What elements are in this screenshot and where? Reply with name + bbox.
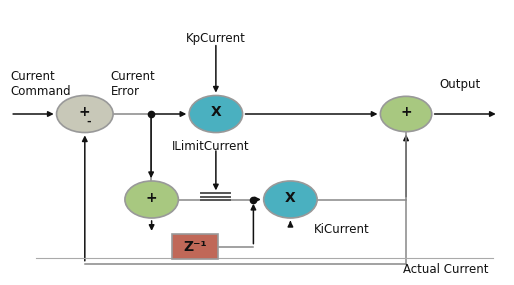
- Text: +: +: [79, 105, 90, 119]
- Text: Output: Output: [439, 78, 481, 91]
- Text: Current
Error: Current Error: [111, 70, 155, 98]
- Ellipse shape: [189, 95, 243, 133]
- Text: +: +: [400, 105, 412, 119]
- Text: Current
Command: Current Command: [10, 70, 71, 98]
- Text: Z⁻¹: Z⁻¹: [183, 239, 207, 254]
- Text: ILimitCurrent: ILimitCurrent: [172, 140, 250, 153]
- Text: +: +: [146, 191, 157, 205]
- Text: -: -: [87, 117, 91, 127]
- Text: KpCurrent: KpCurrent: [186, 32, 246, 45]
- Ellipse shape: [264, 181, 317, 218]
- Text: X: X: [211, 105, 221, 119]
- Text: X: X: [285, 191, 296, 205]
- Text: KiCurrent: KiCurrent: [314, 223, 369, 236]
- Text: Actual Current: Actual Current: [403, 263, 488, 276]
- Ellipse shape: [380, 96, 432, 132]
- Ellipse shape: [125, 181, 178, 218]
- Ellipse shape: [57, 95, 113, 133]
- FancyBboxPatch shape: [172, 234, 218, 259]
